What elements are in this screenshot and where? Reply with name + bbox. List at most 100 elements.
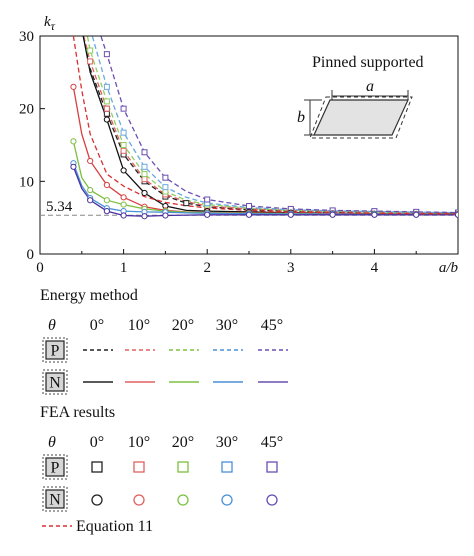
angle-header-fea: 30° — [216, 434, 238, 451]
data-marker-circle — [454, 211, 458, 218]
data-marker-circle — [287, 211, 294, 218]
theta-header-energy: θ — [48, 317, 56, 334]
plate-support-dashed — [309, 96, 413, 139]
series-line — [91, 36, 458, 214]
data-marker-circle — [87, 157, 94, 165]
series-line — [72, 162, 458, 216]
series-line — [72, 166, 458, 217]
data-marker-square — [141, 149, 148, 156]
angle-header-fea: 0° — [90, 434, 104, 451]
badge-n-energy: N — [42, 369, 68, 395]
data-marker-circle — [103, 116, 110, 123]
badge-n-energy-box — [45, 372, 65, 392]
data-marker-circle — [204, 211, 211, 218]
badge-p-fea-box — [45, 457, 65, 477]
x-tick-label: 2 — [203, 260, 211, 276]
badge-n-fea-box — [45, 489, 65, 509]
data-marker-circle — [141, 213, 148, 220]
data-marker-circle — [120, 212, 127, 219]
inset-title: Pinned supported — [312, 54, 424, 71]
data-marker-circle — [87, 197, 94, 204]
data-marker-circle — [120, 194, 127, 201]
badge-n-fea-outline — [42, 486, 68, 512]
y-axis-label: kτ — [44, 14, 56, 33]
angle-header-fea: 45° — [261, 434, 283, 451]
x-tick-label: 4 — [371, 260, 379, 276]
plate-shape — [313, 99, 409, 136]
data-marker-square — [141, 176, 148, 183]
legend-square-marker — [133, 461, 145, 473]
angle-header-fea: 10° — [128, 434, 150, 451]
data-marker-square — [103, 98, 110, 105]
data-marker-circle — [70, 83, 77, 90]
badge-n-fea: N — [42, 486, 68, 512]
x-axis-label: a/b — [439, 260, 459, 276]
legend-circle-marker — [266, 494, 278, 506]
inset-diagram: Pinned supported a b — [297, 54, 424, 139]
angle-header-energy: 30° — [216, 317, 238, 334]
data-marker-square — [103, 110, 110, 117]
data-marker-square — [162, 184, 169, 191]
dim-a-label: a — [366, 78, 374, 95]
data-marker-square — [103, 83, 110, 90]
data-marker-square — [120, 142, 127, 148]
data-marker-square — [183, 200, 190, 207]
data-marker-circle — [329, 211, 336, 218]
data-marker-square — [141, 163, 148, 170]
theta-header-fea: θ — [48, 434, 56, 451]
data-marker-square — [204, 196, 211, 203]
legend-circle-marker — [177, 494, 189, 506]
data-marker-square — [120, 129, 127, 136]
data-marker-square — [87, 58, 94, 65]
x-tick-label: 1 — [120, 260, 128, 276]
legend-circle-marker — [133, 494, 145, 506]
data-marker-square — [87, 47, 94, 54]
badge-p-energy-box — [45, 340, 65, 360]
data-marker-circle — [103, 208, 110, 215]
badge-p-fea: P — [42, 454, 68, 480]
data-marker-circle — [371, 211, 378, 218]
angle-header-energy: 0° — [90, 317, 104, 334]
badge-p-fea-outline — [42, 454, 68, 480]
data-marker-circle — [70, 163, 77, 170]
data-marker-circle — [120, 167, 127, 174]
data-marker-circle — [103, 197, 110, 204]
angle-header-energy: 20° — [172, 317, 194, 334]
data-marker-square — [141, 171, 148, 178]
legend-square-marker — [177, 461, 189, 473]
data-marker-circle — [87, 186, 94, 194]
angle-header-fea: 20° — [172, 434, 194, 451]
y-tick-label: 10 — [19, 174, 34, 190]
badge-p-energy-letter: P — [51, 343, 60, 360]
data-marker-circle — [245, 211, 253, 218]
legend-square-marker — [266, 461, 278, 473]
y-tick-label: 30 — [19, 29, 34, 45]
data-marker-circle — [120, 201, 127, 208]
data-marker-circle — [413, 211, 420, 218]
data-marker-circle — [141, 189, 148, 197]
series-lines — [70, 36, 458, 220]
x-tick-label: 3 — [287, 260, 295, 276]
energy-method-title: Energy method — [40, 287, 138, 304]
data-marker-square — [120, 105, 127, 112]
data-marker-square — [120, 147, 127, 154]
legend-circle-marker — [221, 494, 233, 506]
data-marker-circle — [103, 181, 110, 189]
badge-n-fea-letter: N — [49, 492, 61, 509]
dim-b-label: b — [297, 109, 305, 126]
data-marker-square — [103, 105, 110, 112]
equation-11-label: Equation 11 — [76, 518, 153, 535]
badge-p-energy-outline — [42, 337, 68, 363]
reference-label: 5.34 — [46, 199, 73, 215]
data-marker-square — [246, 203, 252, 210]
badge-p-fea-letter: P — [51, 460, 60, 477]
legend-circle-marker — [91, 494, 103, 506]
plot-area: 0 10 20 30 0 1 2 3 4 a/b kτ 5.34 — [19, 14, 459, 276]
fea-results-title: FEA results — [40, 404, 115, 421]
data-marker-square — [103, 51, 110, 58]
y-tick-label: 20 — [19, 102, 34, 118]
y-tick-label: 0 — [27, 247, 35, 263]
x-tick-label: 0 — [36, 260, 44, 276]
data-marker-circle — [162, 212, 169, 219]
